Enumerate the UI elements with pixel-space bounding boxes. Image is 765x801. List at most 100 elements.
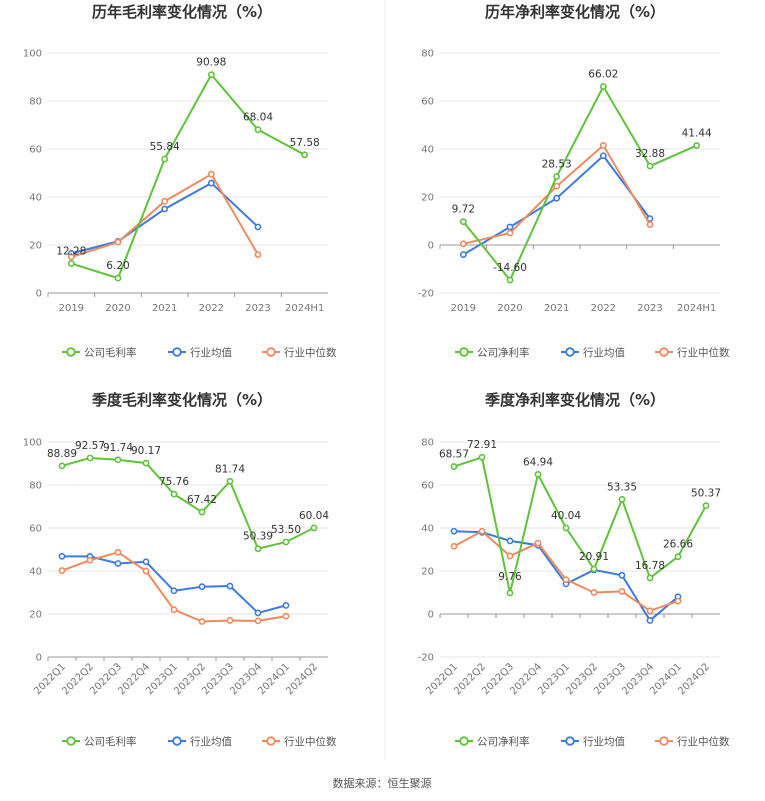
data-label: 68.04 xyxy=(243,112,273,124)
y-tick-label: 40 xyxy=(29,193,42,204)
data-point-median xyxy=(282,612,290,620)
data-point-avg xyxy=(198,583,206,591)
data-point-median xyxy=(198,618,206,625)
y-tick-label: 60 xyxy=(29,145,42,156)
data-point-median xyxy=(534,539,542,547)
data-label: 81.74 xyxy=(215,463,245,475)
data-label: 20.91 xyxy=(579,551,609,563)
legend-marker-icon xyxy=(565,347,575,357)
data-label: 9.76 xyxy=(498,571,522,583)
data-label: 60.04 xyxy=(299,510,329,522)
data-point-company xyxy=(693,142,701,149)
series-line-avg xyxy=(462,154,651,256)
data-label: 53.35 xyxy=(607,481,637,493)
x-tick-label: 2019 xyxy=(59,303,84,314)
data-point-company xyxy=(459,218,467,226)
legend-label: 行业均值 xyxy=(583,735,625,748)
data-point-median xyxy=(478,527,486,535)
y-tick-label: 80 xyxy=(421,49,434,60)
data-point-avg xyxy=(450,527,458,535)
data-point-avg xyxy=(646,617,654,624)
data-point-median xyxy=(646,607,654,615)
data-label: 40.04 xyxy=(551,510,581,522)
x-tick-label: 2023 xyxy=(245,303,270,314)
legend-label: 公司毛利率 xyxy=(84,735,137,748)
data-point-company xyxy=(67,260,75,267)
y-tick-label: 40 xyxy=(421,145,434,156)
data-point-median xyxy=(254,251,262,258)
legend-item-avg[interactable]: 行业均值 xyxy=(168,346,232,359)
legend-item-median[interactable]: 行业中位数 xyxy=(655,735,730,748)
data-source-note: 数据来源：恒生聚源 xyxy=(333,776,432,790)
x-tick-label: 2024H1 xyxy=(285,303,324,314)
data-point-median xyxy=(646,221,654,228)
legend-marker-icon xyxy=(659,736,669,746)
y-tick-label: 0 xyxy=(428,610,434,621)
legend-item-avg[interactable]: 行业均值 xyxy=(168,735,232,748)
data-point-company xyxy=(226,477,234,485)
data-point-avg xyxy=(282,602,290,609)
legend-item-avg[interactable]: 行业均值 xyxy=(561,735,625,748)
legend-marker-icon xyxy=(459,347,469,357)
legend-item-company[interactable]: 公司净利率 xyxy=(455,346,530,359)
x-tick-label: 2022 xyxy=(199,303,224,314)
data-point-company xyxy=(450,463,458,470)
data-point-avg xyxy=(506,537,514,545)
x-tick-label: 2020 xyxy=(105,303,130,314)
data-point-avg xyxy=(226,582,234,590)
data-point-company xyxy=(310,524,318,532)
data-label: 16.78 xyxy=(635,560,665,572)
y-tick-label: -20 xyxy=(418,653,434,664)
data-point-avg xyxy=(506,223,514,231)
series-line-company xyxy=(61,456,315,550)
data-point-avg xyxy=(459,251,467,258)
data-point-median xyxy=(86,556,94,564)
legend-item-company[interactable]: 公司毛利率 xyxy=(62,735,137,748)
legend-item-company[interactable]: 公司毛利率 xyxy=(62,346,137,359)
data-point-company xyxy=(86,454,94,462)
y-tick-label: 60 xyxy=(29,524,42,535)
legend-marker-icon xyxy=(266,736,276,746)
data-point-company xyxy=(254,126,262,134)
data-point-avg xyxy=(254,609,262,617)
chart-title: 季度毛利率变化情况（%） xyxy=(92,391,272,409)
legend-item-median[interactable]: 行业中位数 xyxy=(262,346,337,359)
legend-marker-icon xyxy=(266,347,276,357)
data-point-median xyxy=(618,588,626,595)
data-point-company xyxy=(562,524,570,532)
data-point-median xyxy=(506,552,514,560)
data-label: 55.84 xyxy=(150,141,180,153)
data-point-median xyxy=(67,253,75,261)
series-line-avg xyxy=(71,181,259,255)
y-tick-label: 40 xyxy=(421,524,434,535)
data-label: 57.58 xyxy=(290,137,320,149)
data-point-median xyxy=(590,589,598,596)
chart-panel-2: 历年净利率变化情况（%） -20 0 20 40 60 80 2019 2020 2021 2022… xyxy=(418,3,730,359)
y-tick-label: 0 xyxy=(36,289,42,300)
data-point-avg xyxy=(553,194,561,202)
data-point-avg xyxy=(254,223,262,231)
data-point-median xyxy=(142,567,150,575)
y-tick-label: 20 xyxy=(29,610,42,621)
y-tick-label: 60 xyxy=(421,481,434,492)
series-line-company xyxy=(71,72,306,280)
data-label: 67.42 xyxy=(187,494,217,506)
legend-item-median[interactable]: 行业中位数 xyxy=(262,735,337,748)
data-point-median xyxy=(114,548,122,556)
chart-panel-3: 季度毛利率变化情况（%）0204060801002022Q12022Q22022… xyxy=(23,391,337,748)
data-point-company xyxy=(142,459,150,467)
x-tick-label: 2022 xyxy=(591,303,616,314)
legend-label: 行业中位数 xyxy=(284,346,337,359)
y-tick-label: 80 xyxy=(29,481,42,492)
data-label: 72.91 xyxy=(467,439,497,451)
data-point-median xyxy=(553,182,561,190)
legend-item-median[interactable]: 行业中位数 xyxy=(655,346,730,359)
data-point-company xyxy=(674,553,682,561)
chart-panel-1: 历年毛利率变化情况（%） 0 20 40 60 80 100 2019 2020 2021 2022… xyxy=(23,3,337,359)
data-label: 75.76 xyxy=(159,476,189,488)
data-point-company xyxy=(161,155,169,163)
legend-item-avg[interactable]: 行业均值 xyxy=(561,346,625,359)
legend-item-company[interactable]: 公司净利率 xyxy=(455,735,530,748)
data-label: 28.53 xyxy=(542,159,572,171)
